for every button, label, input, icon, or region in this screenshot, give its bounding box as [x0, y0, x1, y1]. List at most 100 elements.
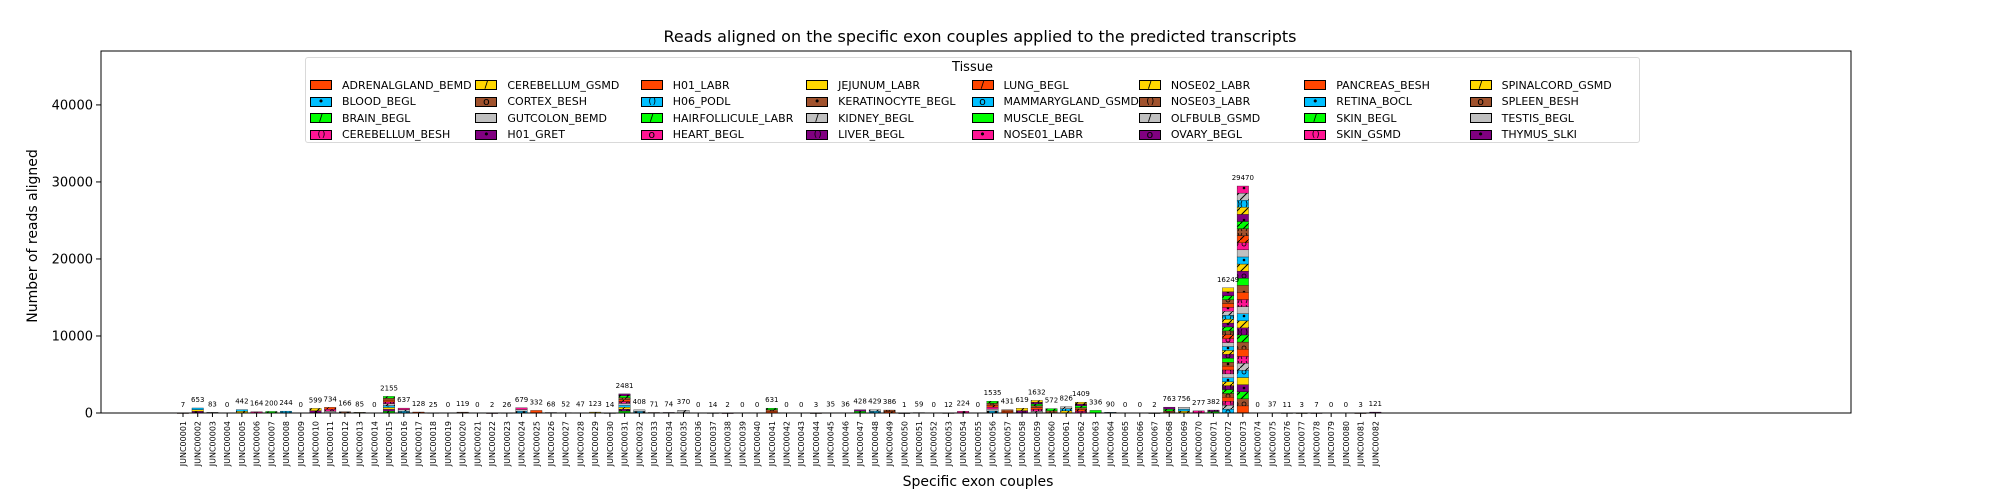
legend-swatch: [1304, 129, 1327, 140]
bar-value-label: 0: [475, 401, 479, 409]
bar-value-label: 0: [1329, 401, 1333, 409]
bar-segment: [1236, 391, 1249, 399]
x-tick-label: JUNC00046: [841, 421, 850, 467]
x-tick-label: JUNC00044: [812, 421, 821, 467]
bar-segment: [1222, 318, 1235, 324]
legend-swatch: [1138, 96, 1161, 107]
bar-segment: [618, 403, 631, 406]
bar-value-label: 0: [755, 401, 759, 409]
legend-label: JEJUNUM_LABR: [838, 78, 921, 92]
bar-value-label: 2: [1152, 401, 1156, 409]
bar-segment: [1222, 373, 1235, 378]
x-tick-label: JUNC00052: [930, 421, 939, 467]
bar-value-label: 71: [650, 400, 659, 408]
legend-swatch: [806, 129, 829, 140]
bar-segment: [1030, 402, 1043, 405]
x-tick-label: JUNC00078: [1312, 421, 1321, 467]
legend-item: PANCREAS_BESH: [1304, 77, 1469, 94]
bar-value-label: 74: [664, 400, 673, 408]
y-axis: 0 10000 20000 30000 40000: [52, 98, 101, 422]
x-tick-label: JUNC00072: [1224, 421, 1233, 467]
legend-swatch: [475, 113, 498, 124]
bar-segment: [986, 406, 999, 410]
bar-segment: [383, 398, 395, 401]
x-tick-label: JUNC00008: [282, 421, 291, 467]
bar-JUNC00073: [1236, 185, 1249, 414]
bar-segment: [765, 407, 778, 410]
legend-swatch: [806, 96, 829, 107]
bar-segment: [1222, 315, 1235, 320]
legend-label: LIVER_BEGL: [838, 128, 905, 142]
bar-segment: [1236, 200, 1249, 208]
bar-segment: [1222, 377, 1235, 382]
bar-segment: [1222, 389, 1235, 394]
legend-swatch: [1469, 96, 1492, 107]
bar-JUNC00060: [1045, 408, 1058, 414]
bar-segment: [618, 409, 631, 412]
legend-item: SKIN_GSMD: [1304, 127, 1469, 144]
bar-segment: [1236, 242, 1249, 251]
legend-label: ADRENALGLAND_BEMD: [342, 78, 472, 92]
bar-segment: [1030, 405, 1043, 408]
x-tick-label: JUNC00050: [900, 421, 909, 467]
x-tick-label: JUNC00059: [1033, 421, 1042, 467]
bar-segment: [1236, 313, 1249, 321]
x-tick-label: JUNC00073: [1239, 421, 1248, 467]
bar-value-label: 277: [1192, 399, 1205, 407]
bar-segment: [1075, 405, 1087, 408]
bar-segment: [1236, 384, 1249, 392]
bar-segment: [1236, 299, 1249, 307]
bar-value-label: 2481: [616, 382, 634, 390]
bar-segment: [1001, 409, 1014, 412]
legend-item: NOSE02_LABR: [1138, 77, 1304, 94]
x-tick-label: JUNC00066: [1136, 421, 1145, 467]
legend-swatch: [1138, 80, 1161, 91]
bar-segment: [515, 407, 528, 410]
legend-item: MAMMARYGLAND_GSMD: [971, 94, 1139, 111]
x-tick-label: JUNC00048: [871, 421, 880, 467]
x-tick-label: JUNC00043: [797, 421, 806, 467]
bar-segment: [1236, 363, 1249, 371]
x-tick-label: JUNC00068: [1165, 421, 1174, 467]
bar-segment: [1236, 235, 1249, 243]
bar-value-label: 637: [397, 396, 410, 404]
legend-label: MAMMARYGLAND_GSMD: [1003, 95, 1139, 109]
bar-value-label: 756: [1177, 395, 1191, 403]
legend-swatch: [1304, 80, 1327, 91]
bar-segment: [1236, 249, 1249, 258]
bar-segment: [235, 409, 248, 412]
bar-segment: [1236, 349, 1249, 357]
legend-swatch: [971, 80, 994, 91]
x-tick-label: JUNC00020: [459, 421, 468, 467]
x-tick-label: JUNC00082: [1371, 421, 1380, 467]
legend-label: OLFBULB_GSMD: [1170, 111, 1261, 125]
x-tick-label: JUNC00045: [827, 421, 836, 467]
x-tick-label: JUNC00013: [356, 421, 365, 467]
legend-label: PANCREAS_BESH: [1336, 78, 1430, 92]
bar-segment: [1236, 256, 1249, 265]
bar-segment: [1236, 285, 1249, 293]
legend-label: CEREBELLUM_BESH: [342, 128, 451, 142]
bar-JUNC00072: [1222, 287, 1235, 414]
x-tick-label: JUNC00040: [753, 421, 762, 467]
bar-value-label: 0: [931, 401, 935, 409]
x-tick-label: JUNC00027: [562, 421, 571, 467]
x-tick-label: JUNC00056: [989, 421, 998, 467]
bar-segment: [1236, 221, 1249, 229]
legend-item: KIDNEY_BEGL: [806, 110, 971, 127]
bar-value-label: 68: [547, 400, 556, 408]
bar-value-label: 14: [605, 401, 614, 409]
bar-segment: [397, 409, 410, 412]
bar-value-label: 25: [429, 401, 438, 409]
legend-swatch: [971, 96, 994, 107]
bar-segment: [1030, 403, 1043, 406]
legend-item: BRAIN_BEGL: [310, 110, 475, 127]
legend-label: H01_LABR: [672, 78, 730, 92]
bar-segment: [1030, 409, 1043, 412]
bar-value-label: 37: [1268, 401, 1277, 409]
legend-label: NOSE02_LABR: [1170, 78, 1251, 92]
legend-label: SKIN_BEGL: [1336, 111, 1397, 125]
bar-value-label: 83: [208, 400, 217, 408]
x-tick-label: JUNC00076: [1283, 421, 1292, 467]
x-tick-label: JUNC00034: [665, 421, 674, 467]
